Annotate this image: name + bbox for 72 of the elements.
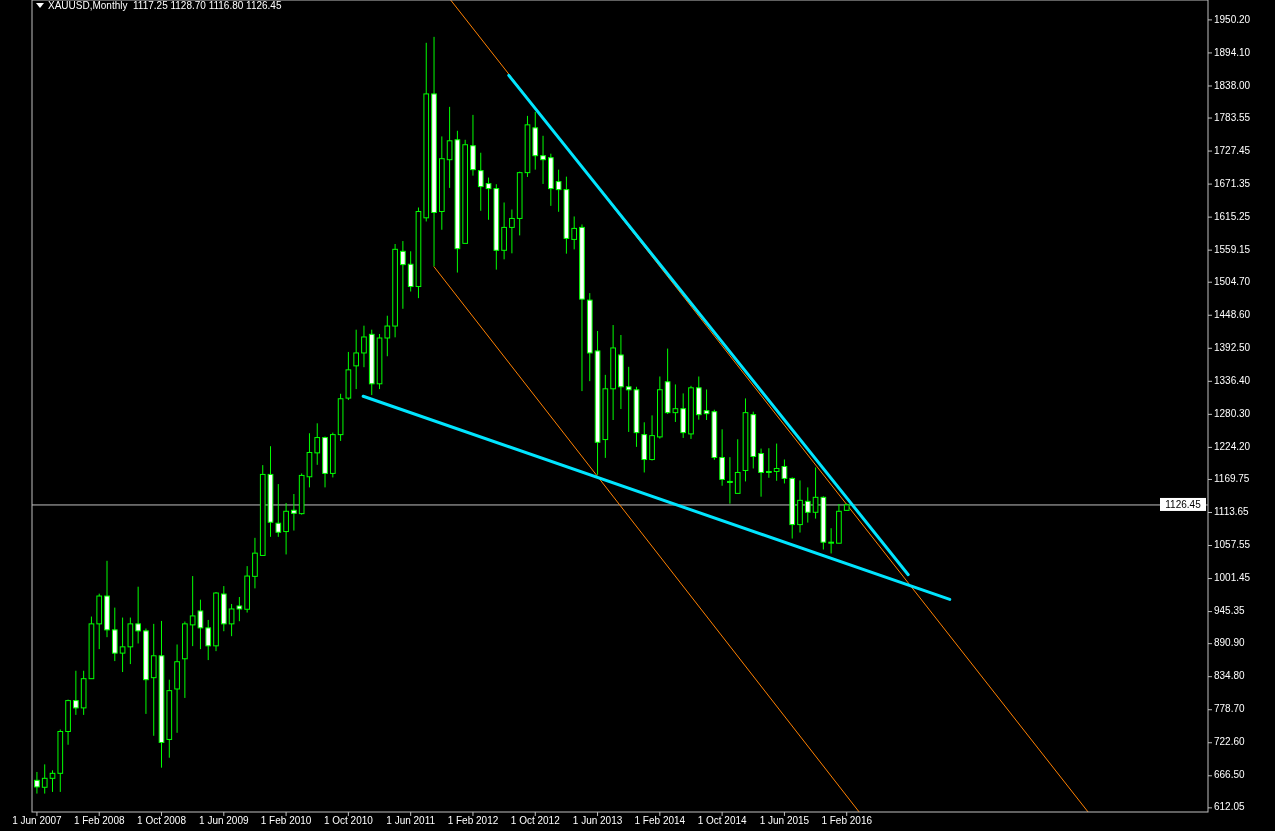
candlestick — [73, 670, 79, 716]
candlestick — [828, 527, 834, 554]
y-tick-label: 722.60 — [1214, 736, 1246, 748]
y-tick-label: 1504.70 — [1214, 275, 1251, 287]
candlestick — [353, 329, 360, 390]
candlestick — [283, 502, 289, 555]
candlestick — [680, 392, 687, 439]
y-tick-label: 1280.30 — [1214, 408, 1251, 419]
y-tick-label: 1894.10 — [1214, 46, 1251, 58]
x-tick-label: 1 Jun 2007 — [12, 815, 63, 826]
y-tick-label: 778.70 — [1214, 703, 1246, 715]
candlestick — [719, 428, 725, 487]
x-tick-label: 1 Oct 2012 — [510, 815, 561, 826]
x-tick-label: 1 Feb 2012 — [447, 815, 499, 826]
candlestick — [275, 483, 282, 538]
candlestick — [509, 209, 515, 254]
y-tick-label: 1224.20 — [1214, 441, 1251, 453]
chart-title: XAUUSD,Monthly 1117.25 1128.70 1116.80 1126.45 — [48, 0, 282, 11]
candlestick — [571, 215, 578, 250]
candlestick — [501, 202, 507, 260]
y-tick-label: 1169.75 — [1214, 473, 1250, 485]
candlestick — [766, 447, 772, 479]
candlestick — [361, 325, 367, 368]
y-tick-label: 1113.65 — [1214, 506, 1250, 518]
candlestick — [41, 763, 48, 795]
candlestick — [540, 135, 546, 185]
y-tick-label: 1727.45 — [1214, 144, 1251, 156]
y-tick-label: 612.05 — [1214, 801, 1246, 813]
x-tick-label: 1 Feb 2010 — [260, 815, 312, 826]
y-tick-label: 1448.60 — [1214, 308, 1251, 320]
candlestick — [649, 414, 655, 462]
y-tick-label: 1950.20 — [1214, 13, 1251, 25]
y-tick-label: 1001.45 — [1214, 572, 1251, 584]
x-tick-label: 1 Feb 2008 — [73, 815, 125, 826]
candlestick — [727, 456, 733, 505]
y-tick-label: 1838.00 — [1214, 79, 1251, 91]
x-tick-label: 1 Oct 2014 — [697, 815, 748, 826]
candlestick — [135, 586, 141, 644]
x-tick-label: 1 Jun 2015 — [759, 815, 810, 826]
y-tick-label: 1336.40 — [1214, 374, 1251, 386]
x-tick-label: 1 Jun 2011 — [386, 815, 436, 826]
candlestick — [252, 537, 258, 589]
y-tick-label: 890.90 — [1214, 637, 1246, 649]
candlestick — [314, 422, 321, 466]
candlestick — [477, 152, 484, 212]
candlestick — [758, 448, 764, 498]
y-tick-label: 1783.55 — [1214, 111, 1251, 123]
candlestick — [470, 114, 476, 177]
x-tick-label: 1 Jun 2009 — [199, 815, 249, 826]
x-tick-label: 1 Oct 2010 — [323, 815, 374, 826]
x-tick-label: 1 Feb 2014 — [634, 815, 686, 826]
y-tick-label: 1671.35 — [1214, 177, 1251, 189]
x-tick-label: 1 Feb 2016 — [821, 815, 873, 826]
y-tick-label: 1615.25 — [1214, 210, 1251, 222]
candlestick — [205, 619, 212, 661]
candlestick — [734, 438, 741, 494]
ref-line-label: 1126.45 — [1165, 498, 1202, 510]
candlestick — [150, 623, 157, 737]
y-tick-label: 945.35 — [1214, 605, 1246, 617]
candlestick — [111, 607, 118, 662]
x-tick-label: 1 Oct 2008 — [137, 815, 187, 826]
candlestick — [34, 771, 40, 795]
y-tick-label: 1057.55 — [1214, 539, 1251, 551]
x-tick-label: 1 Jun 2013 — [572, 815, 623, 826]
candlestick — [291, 493, 297, 532]
candlestick — [804, 486, 811, 524]
y-tick-label: 834.80 — [1214, 670, 1246, 682]
candlestick — [49, 769, 56, 793]
candlestick — [400, 240, 406, 310]
y-tick-label: 1559.15 — [1214, 243, 1251, 255]
y-tick-label: 666.50 — [1214, 769, 1246, 781]
y-tick-label: 1392.50 — [1214, 341, 1251, 353]
